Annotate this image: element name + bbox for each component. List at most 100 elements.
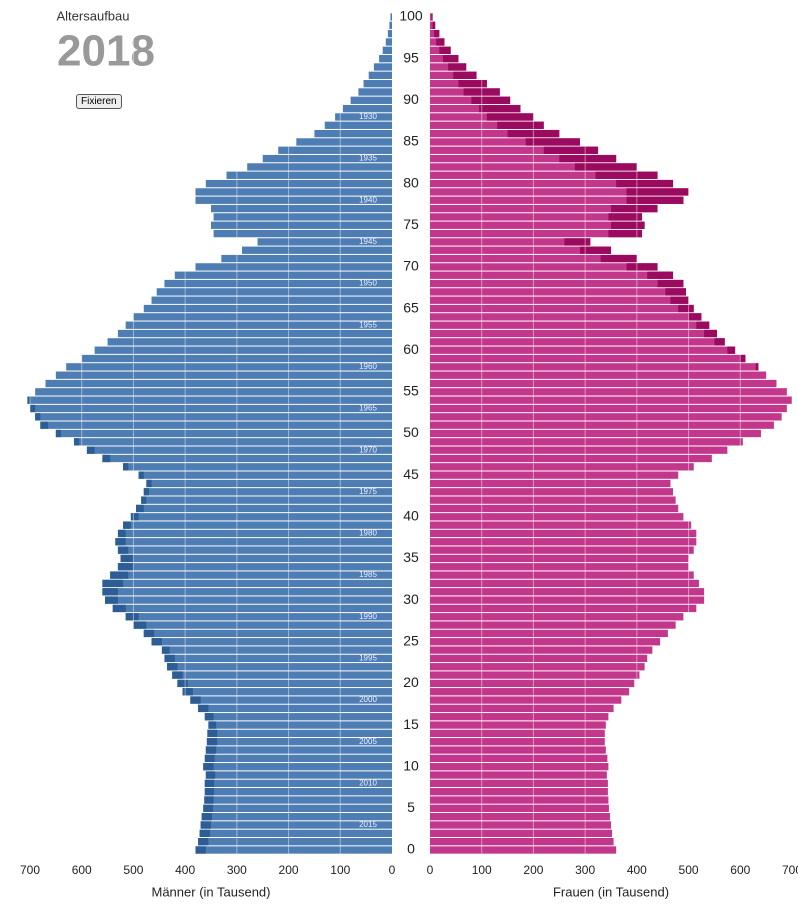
bar (430, 296, 689, 304)
bar (205, 179, 392, 188)
excess-bar (436, 38, 445, 46)
excess-bar (442, 54, 459, 63)
bar (387, 29, 392, 38)
bar (211, 204, 392, 213)
bar (161, 646, 392, 654)
birth-year-label: 1955 (359, 320, 377, 329)
bar (182, 688, 392, 696)
bar (164, 654, 392, 663)
x-tick-label: 700 (782, 863, 798, 877)
bar (430, 713, 609, 721)
bar (133, 621, 392, 629)
x-tick-label: 700 (20, 863, 40, 877)
excess-bar (688, 313, 702, 321)
bar (203, 763, 392, 771)
excess-bar (172, 671, 183, 679)
bar (221, 254, 392, 263)
excess-bar (204, 713, 214, 721)
bar (117, 329, 393, 338)
bar (45, 379, 393, 388)
bar (195, 188, 392, 196)
bar (430, 113, 534, 121)
bar (430, 263, 658, 271)
bar (151, 638, 392, 646)
bar (143, 488, 392, 496)
excess-bar (73, 438, 80, 446)
bar (430, 704, 614, 713)
bar (35, 388, 393, 396)
bar (204, 788, 392, 796)
bar (430, 146, 599, 154)
bar (430, 521, 692, 529)
bar (117, 563, 393, 571)
bar (138, 471, 392, 479)
bar (430, 13, 433, 21)
excess-bar (136, 504, 144, 513)
birth-year-label: 1990 (359, 612, 377, 621)
bar (198, 704, 392, 713)
bar (151, 296, 392, 304)
bar (358, 88, 392, 96)
age-label: 60 (403, 341, 419, 357)
x-tick-label: 200 (279, 863, 299, 877)
excess-bar (678, 304, 694, 313)
bar (430, 404, 787, 413)
excess-bar (190, 696, 201, 704)
bar (205, 746, 392, 754)
bar (200, 821, 392, 829)
bar (430, 763, 609, 771)
bar (174, 271, 392, 279)
bar (430, 579, 699, 588)
bar (199, 829, 392, 838)
bar (430, 488, 674, 496)
bar (430, 471, 679, 479)
excess-bar (600, 254, 637, 263)
fix-button[interactable]: Fixieren (76, 94, 122, 109)
bar (430, 479, 671, 488)
excess-bar (670, 296, 689, 304)
bar (430, 804, 609, 813)
bar (86, 446, 392, 454)
excess-bar (657, 279, 684, 288)
excess-bar (206, 738, 218, 746)
excess-bar (117, 529, 126, 538)
bar (430, 129, 560, 138)
excess-bar (564, 238, 591, 246)
bar (102, 588, 393, 596)
birth-year-label: 1995 (359, 654, 377, 663)
bar (430, 621, 676, 629)
bar (430, 321, 710, 329)
excess-bar (30, 404, 36, 413)
bar (213, 213, 392, 221)
bar (430, 571, 694, 579)
birth-year-label: 2010 (359, 778, 377, 787)
excess-bar (143, 488, 149, 496)
bar (430, 96, 511, 104)
age-label: 50 (403, 424, 419, 440)
bar (207, 729, 392, 738)
bar (430, 446, 728, 454)
bar (430, 563, 689, 571)
birth-year-label: 1945 (359, 237, 377, 246)
bar (430, 313, 702, 321)
bar (430, 171, 658, 179)
bar (430, 696, 622, 704)
bar (430, 154, 617, 163)
excess-bar (626, 188, 689, 196)
bar (242, 246, 392, 254)
bar (130, 513, 393, 521)
bar (262, 154, 392, 163)
excess-bar (27, 396, 30, 404)
bar (430, 204, 658, 213)
bar (430, 771, 607, 779)
bar (430, 554, 689, 563)
excess-bar (143, 629, 155, 638)
bar (164, 279, 392, 288)
excess-bar (117, 546, 129, 554)
bar (430, 346, 736, 354)
bar (430, 463, 694, 471)
excess-bar (198, 838, 209, 846)
birth-year-label: 1930 (359, 112, 377, 121)
bar (120, 554, 392, 563)
